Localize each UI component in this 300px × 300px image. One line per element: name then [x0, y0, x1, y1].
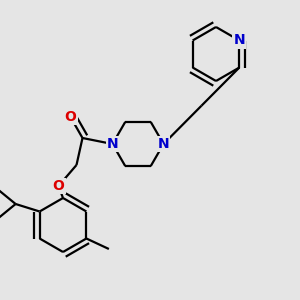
Text: N: N	[234, 34, 245, 47]
Text: O: O	[52, 179, 64, 193]
Text: N: N	[158, 137, 169, 151]
Text: N: N	[107, 137, 118, 151]
Text: O: O	[64, 110, 76, 124]
